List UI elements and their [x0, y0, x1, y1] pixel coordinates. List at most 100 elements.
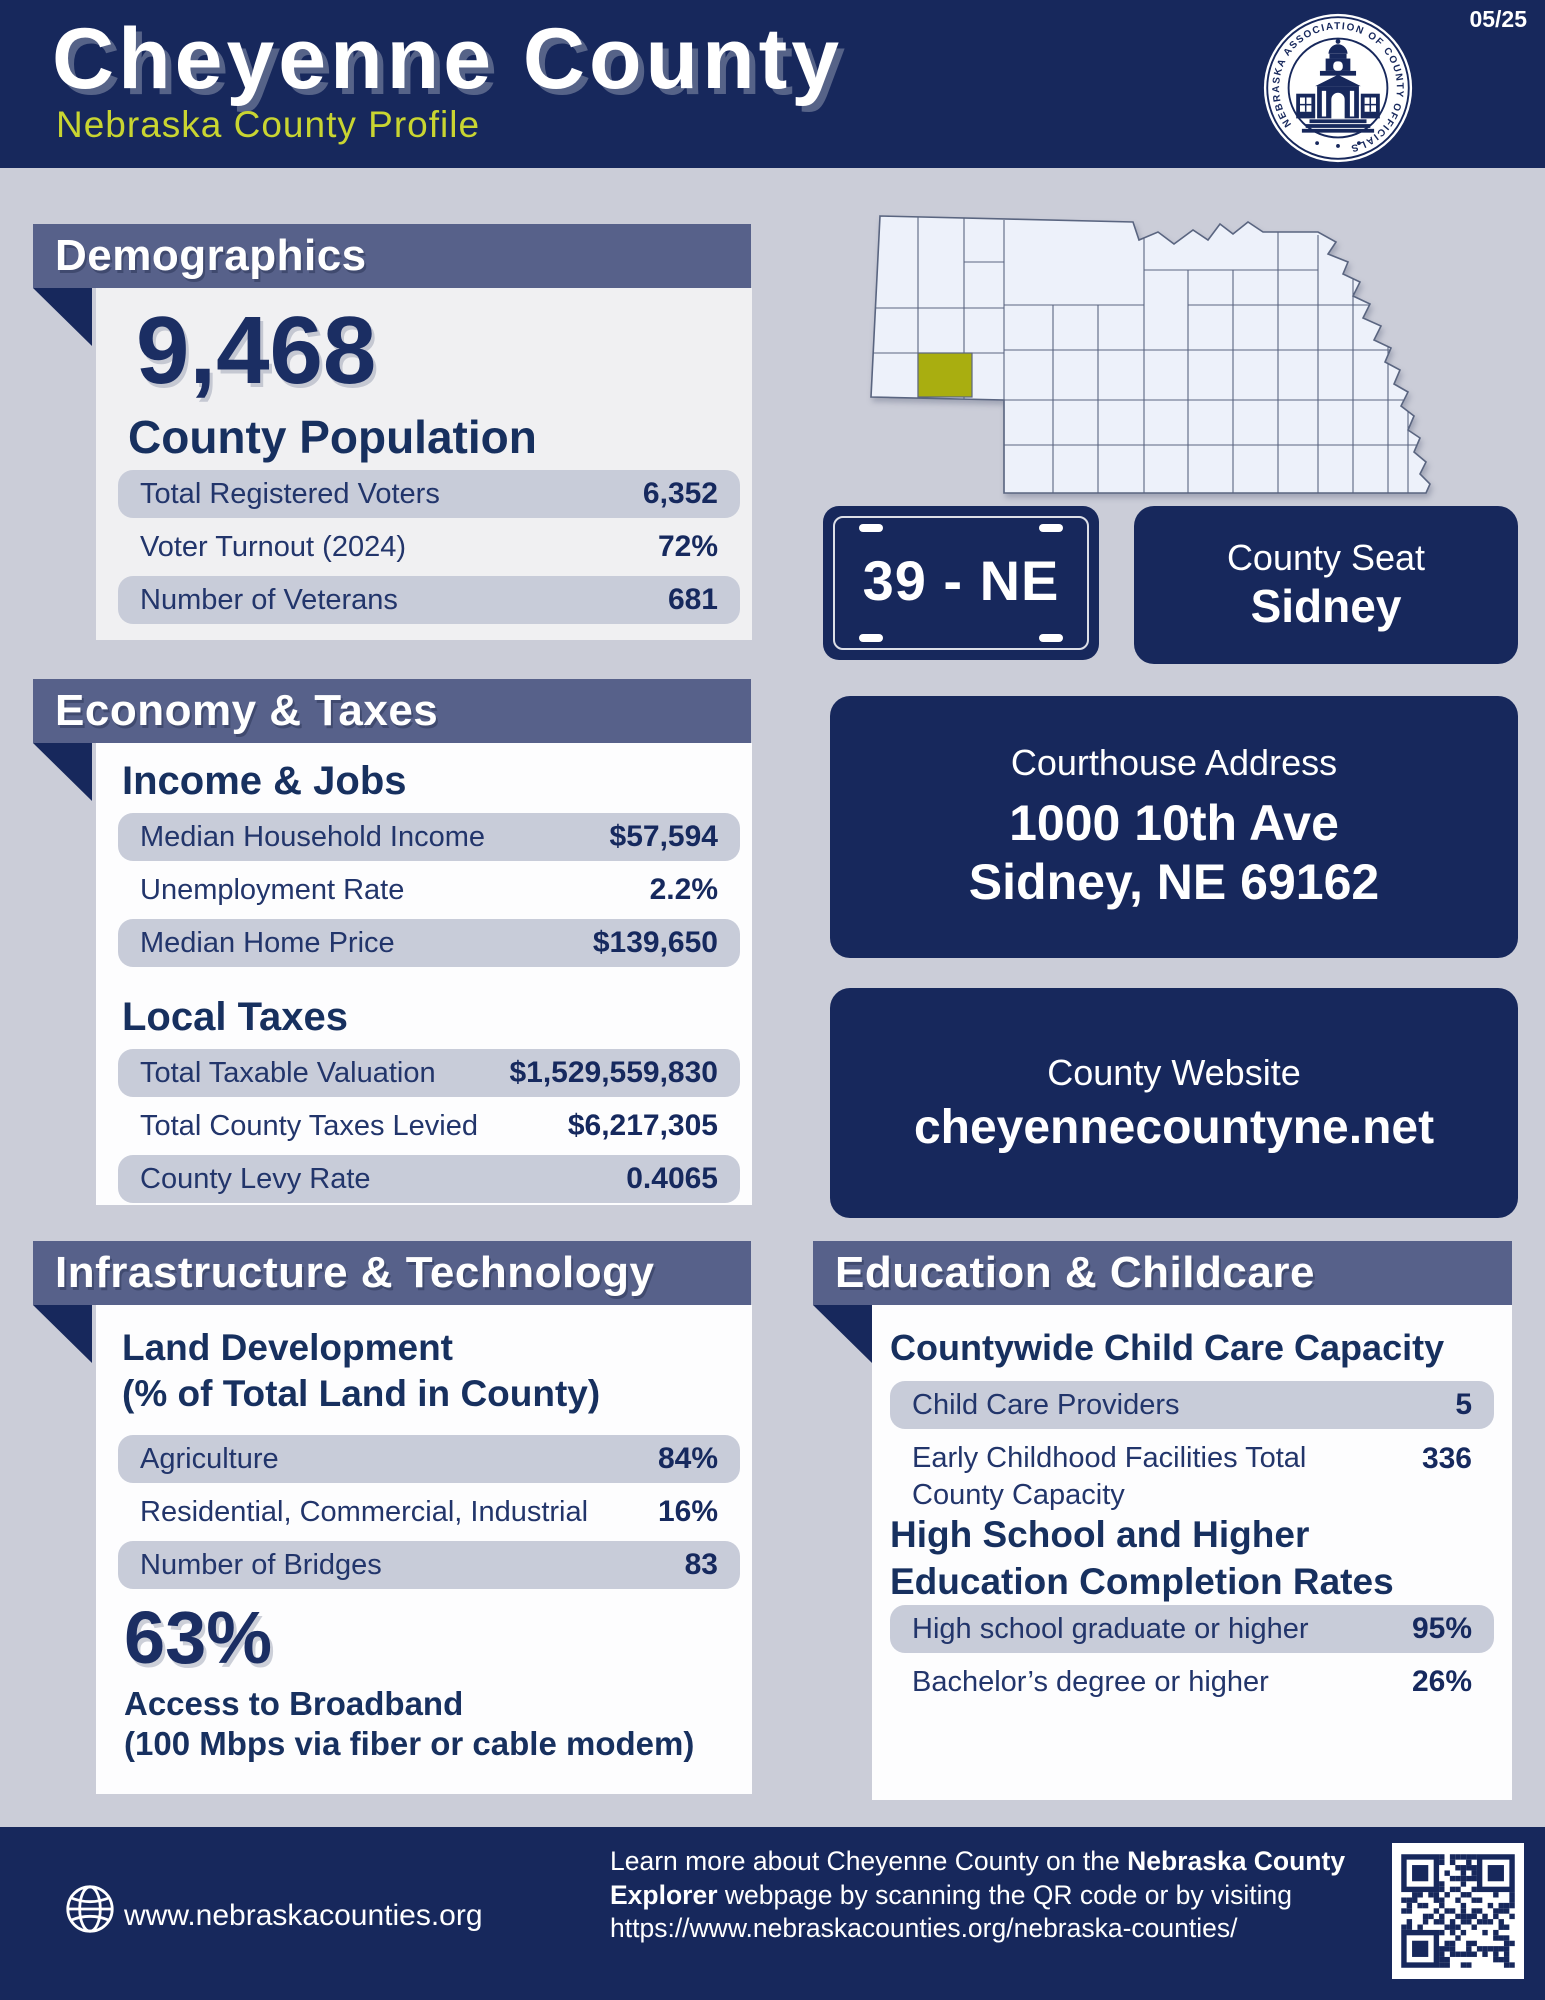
childcare-rows: Child Care Providers 5 Early Childhood F… [890, 1381, 1494, 1514]
county-seat-card: County Seat Sidney [1134, 506, 1518, 664]
plate-screw-icon [1039, 524, 1063, 532]
stat-label: Early Childhood Facilities Total [912, 1442, 1307, 1474]
stat-value: $139,650 [592, 926, 718, 959]
stat-row: Unemployment Rate 2.2% [118, 866, 740, 914]
stat-value: 16% [657, 1495, 718, 1528]
county-website-value[interactable]: cheyennecountyne.net [913, 1100, 1435, 1154]
stat-value: 84% [657, 1442, 718, 1475]
stat-row: Median Home Price $139,650 [118, 919, 740, 967]
stat-row: Residential, Commercial, Industrial 16% [118, 1488, 740, 1536]
section-title: Economy & Taxes [55, 686, 439, 735]
local-taxes-title: Local Taxes [122, 995, 349, 1039]
courthouse-address-card: Courthouse Address 1000 10th Ave Sidney,… [830, 696, 1518, 958]
nebraska-county-map [870, 215, 1431, 494]
county-seat-value: Sidney [1250, 580, 1402, 632]
completion-rows: High school graduate or higher 95% Bache… [890, 1605, 1494, 1706]
plate-screw-icon [859, 524, 883, 532]
stat-value: 6,352 [642, 477, 718, 510]
date-code: 05/25 [1469, 6, 1527, 32]
broadband-label-1: Access to Broadband [124, 1685, 464, 1722]
stat-label: County Levy Rate [140, 1162, 371, 1195]
land-rows: Agriculture 84% Residential, Commercial,… [118, 1435, 740, 1589]
local-taxes-rows: Total Taxable Valuation $1,529,559,830 T… [118, 1049, 740, 1203]
broadband-value: 63% [124, 1596, 273, 1679]
stat-row: Child Care Providers 5 [890, 1381, 1494, 1429]
stat-value: 72% [657, 530, 718, 563]
stat-label: Bachelor’s degree or higher [912, 1665, 1269, 1698]
courthouse-label: Courthouse Address [1010, 742, 1338, 783]
stat-label: Child Care Providers [912, 1388, 1180, 1421]
stat-row-two-line: Early Childhood Facilities Total 336 Cou… [890, 1434, 1494, 1514]
stat-label: Total Taxable Valuation [140, 1056, 436, 1089]
stat-row: Bachelor’s degree or higher 26% [890, 1658, 1494, 1706]
courthouse-address-line1: 1000 10th Ave [1009, 795, 1339, 851]
section-fold [813, 1305, 872, 1363]
stat-value: 0.4065 [626, 1162, 718, 1195]
section-bar-education: Education & Childcare [813, 1241, 1512, 1305]
stat-row: Number of Bridges 83 [118, 1541, 740, 1589]
stat-label: Median Home Price [140, 926, 395, 959]
stat-row: Total Taxable Valuation $1,529,559,830 [118, 1049, 740, 1097]
stat-value: 336 [1421, 1442, 1472, 1475]
footer-learn-more-text: Learn more about Cheyenne County on the … [610, 1846, 1346, 1943]
section-fold [33, 288, 92, 346]
stat-label: High school graduate or higher [912, 1612, 1309, 1645]
county-website-card: County Website cheyennecountyne.net [830, 988, 1518, 1218]
stat-value: 26% [1411, 1665, 1472, 1698]
stat-row: Median Household Income $57,594 [118, 813, 740, 861]
section-fold [33, 1305, 92, 1363]
demographics-rows: Total Registered Voters 6,352 Voter Turn… [118, 470, 740, 624]
stat-value: 681 [667, 583, 718, 616]
completion-title: High School and Higher Education Complet… [890, 1514, 1394, 1602]
footer-explorer-url[interactable]: https://www.nebraskacounties.org/nebrask… [610, 1913, 1238, 1943]
section-bar-infrastructure: Infrastructure & Technology [33, 1241, 751, 1305]
plate-screw-icon [1039, 634, 1063, 642]
stat-label: Number of Veterans [140, 583, 398, 616]
plate-screw-icon [859, 634, 883, 642]
highlighted-county-cheyenne [917, 352, 973, 398]
section-title: Infrastructure & Technology [55, 1248, 655, 1297]
stat-row: Voter Turnout (2024) 72% [118, 523, 740, 571]
infrastructure-card: Land Development (% of Total Land in Cou… [96, 1305, 752, 1794]
stat-label: Number of Bridges [140, 1548, 382, 1581]
stat-value: $6,217,305 [567, 1109, 718, 1142]
stat-label: Agriculture [140, 1442, 279, 1475]
stat-row: County Levy Rate 0.4065 [118, 1155, 740, 1203]
population-value: 9,468 [136, 297, 377, 404]
county-seat-label: County Seat [1226, 537, 1426, 578]
stat-row: Total County Taxes Levied $6,217,305 [118, 1102, 740, 1150]
footer-band: www.nebraskacounties.org Learn more abou… [0, 1827, 1545, 2000]
stat-value: 95% [1411, 1612, 1472, 1645]
stat-row: Total Registered Voters 6,352 [118, 470, 740, 518]
stat-row: Number of Veterans 681 [118, 576, 740, 624]
footer-website-link[interactable]: www.nebraskacounties.org [124, 1899, 483, 1932]
stat-value: 2.2% [649, 873, 718, 906]
stat-label: Total Registered Voters [140, 477, 440, 510]
county-website-label: County Website [1047, 1051, 1301, 1093]
plate-number: 39 - NE [862, 549, 1060, 612]
stat-row: Agriculture 84% [118, 1435, 740, 1483]
section-title: Demographics [55, 231, 367, 280]
stat-row: High school graduate or higher 95% [890, 1605, 1494, 1653]
stat-value: $1,529,559,830 [509, 1056, 718, 1089]
childcare-title: Countywide Child Care Capacity [890, 1327, 1445, 1368]
demographics-card: 9,468 County Population Total Registered… [96, 288, 752, 640]
stat-label: Residential, Commercial, Industrial [140, 1495, 589, 1528]
stat-value: $57,594 [609, 820, 718, 853]
stat-label: Total County Taxes Levied [140, 1109, 479, 1142]
stat-label: Median Household Income [140, 820, 485, 853]
economy-card: Income & Jobs Median Household Income $5… [96, 743, 752, 1205]
globe-icon [66, 1885, 114, 1933]
header-band: Cheyenne County Nebraska County Profile … [0, 0, 1545, 168]
broadband-label-2: (100 Mbps via fiber or cable modem) [124, 1725, 695, 1762]
courthouse-address-line2: Sidney, NE 69162 [968, 854, 1380, 910]
county-number-plate: 39 - NE [823, 506, 1099, 660]
section-bar-economy: Economy & Taxes [33, 679, 751, 743]
stat-label: Unemployment Rate [140, 873, 405, 906]
stat-label: Voter Turnout (2024) [140, 530, 406, 563]
section-title: Education & Childcare [835, 1248, 1315, 1297]
stat-label-line2: County Capacity [912, 1479, 1125, 1511]
plate-frame [833, 516, 1089, 650]
naco-seal-icon: NEBRASKA ASSOCIATION OF COUNTY OFFICIALS [1263, 13, 1413, 163]
